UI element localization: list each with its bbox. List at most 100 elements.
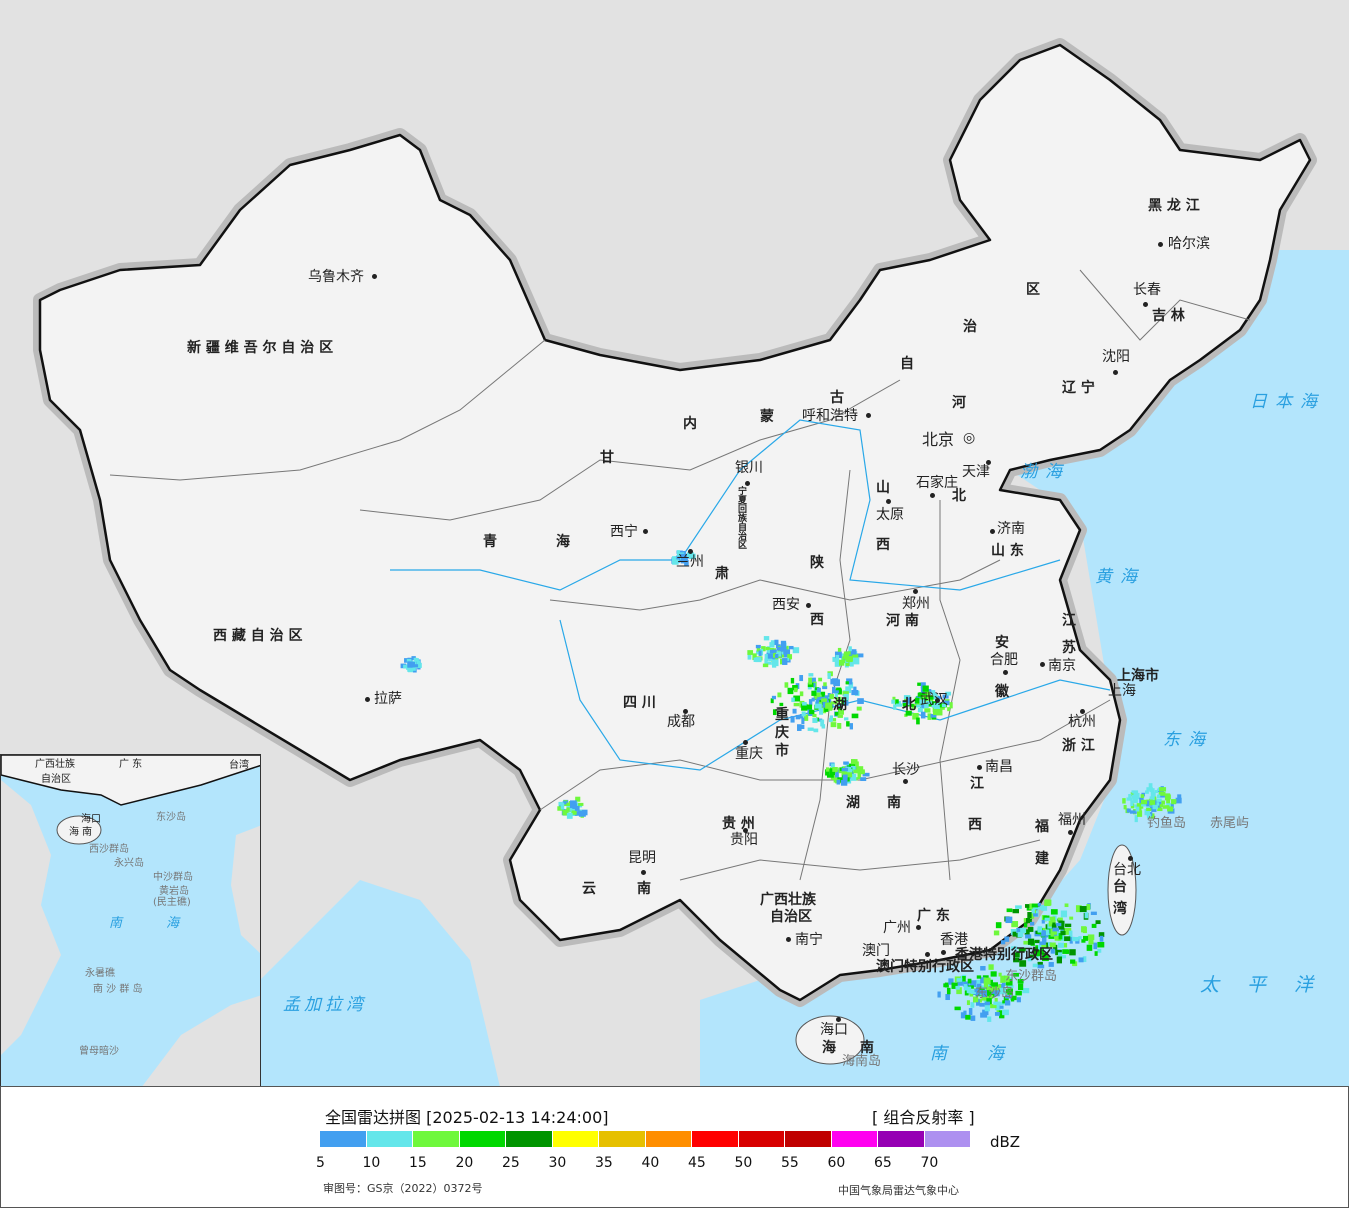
inset-label: 南 海 <box>109 916 200 931</box>
radar-echo <box>1044 917 1051 921</box>
radar-echo <box>752 653 757 661</box>
radar-echo <box>996 1010 1000 1014</box>
radar-echo <box>569 803 576 809</box>
radar-echo <box>688 553 696 560</box>
inset-label: 曾母暗沙 <box>79 1046 119 1057</box>
radar-echo <box>1043 915 1050 920</box>
city-dot <box>365 697 370 702</box>
radar-echo <box>1071 937 1079 942</box>
radar-echo <box>1175 797 1182 804</box>
radar-echo <box>836 687 842 692</box>
radar-echo <box>922 685 929 692</box>
radar-echo <box>747 650 754 655</box>
radar-echo <box>902 702 910 707</box>
radar-echo <box>942 700 950 706</box>
city-dot <box>941 950 946 955</box>
radar-echo <box>676 555 681 560</box>
radar-echo <box>1001 982 1006 986</box>
radar-echo <box>795 714 801 720</box>
radar-echo <box>1030 921 1035 926</box>
radar-echo <box>917 682 923 686</box>
radar-echo <box>835 654 840 662</box>
radar-echo <box>807 685 812 690</box>
radar-echo <box>914 697 920 704</box>
radar-echo <box>1005 916 1013 924</box>
radar-echo <box>1042 954 1049 962</box>
scale-tick: 20 <box>455 1155 474 1171</box>
radar-map[interactable]: 新 疆 维 吾 尔 自 治 区 西 藏 自 治 区 青 海 甘 肃 内 蒙 古 … <box>0 0 1349 1087</box>
radar-echo <box>415 662 422 668</box>
radar-echo <box>803 714 809 721</box>
radar-echo <box>765 661 772 665</box>
radar-echo <box>999 987 1007 995</box>
radar-echo <box>991 982 998 987</box>
radar-echo <box>1042 936 1047 943</box>
radar-echo <box>1018 947 1026 952</box>
radar-echo <box>792 708 797 714</box>
radar-echo <box>916 717 920 725</box>
province-label: 台 <box>1113 879 1127 895</box>
radar-echo <box>1166 797 1171 804</box>
radar-echo <box>827 672 831 680</box>
inset-label: 黄岩岛 <box>159 886 189 897</box>
radar-echo <box>808 677 813 685</box>
province-label: 云 <box>582 881 596 897</box>
radar-echo <box>1041 904 1048 911</box>
radar-echo <box>929 696 934 700</box>
radar-echo <box>979 990 987 995</box>
radar-echo <box>993 1001 1001 1006</box>
city-label: 银川 <box>735 460 763 476</box>
radar-echo <box>1068 930 1073 938</box>
radar-echo <box>984 1004 990 1012</box>
radar-echo <box>1023 923 1028 928</box>
radar-echo <box>567 805 572 810</box>
radar-echo <box>924 708 931 713</box>
radar-echo <box>845 766 852 772</box>
radar-echo <box>793 695 801 702</box>
city-dot <box>903 779 908 784</box>
radar-echo <box>1006 908 1013 913</box>
radar-echo <box>1011 946 1018 950</box>
radar-echo <box>924 691 931 697</box>
radar-echo <box>920 711 926 719</box>
radar-echo <box>962 976 966 982</box>
hainan <box>795 1015 865 1065</box>
city-label: 福州 <box>1058 812 1086 828</box>
radar-echo <box>1031 907 1035 914</box>
radar-echo <box>1166 802 1171 807</box>
radar-echo <box>1027 912 1032 918</box>
radar-echo <box>807 727 814 731</box>
city-label: 拉萨 <box>374 691 402 707</box>
inset-label: 中沙群岛 <box>153 872 193 883</box>
radar-echo <box>813 728 819 733</box>
radar-echo <box>967 978 972 984</box>
city-dot <box>913 589 918 594</box>
radar-echo <box>1032 963 1038 968</box>
city-dot <box>1040 662 1045 667</box>
radar-echo <box>1041 943 1047 948</box>
radar-echo <box>1099 935 1104 942</box>
radar-echo <box>787 654 793 660</box>
radar-echo <box>957 979 963 986</box>
radar-echo <box>994 984 1002 991</box>
radar-echo <box>791 697 795 703</box>
island-label: 东沙群岛 <box>1005 969 1058 984</box>
radar-echo <box>825 702 831 709</box>
radar-echo <box>943 983 947 988</box>
city-label: 成都 <box>667 714 695 730</box>
scale-swatch <box>831 1131 878 1147</box>
province-label: 自治区 <box>770 909 812 925</box>
radar-echo <box>772 709 777 716</box>
radar-echo <box>999 1001 1005 1005</box>
radar-echo <box>816 717 820 722</box>
radar-echo <box>989 986 994 992</box>
province-label: 四 川 <box>623 695 656 711</box>
radar-echo <box>948 978 954 985</box>
city-dot <box>935 698 940 703</box>
province-label: 甘 <box>600 450 614 466</box>
radar-echo <box>403 664 409 669</box>
radar-echo <box>1027 926 1034 932</box>
city-label: 南昌 <box>985 759 1013 775</box>
radar-echo <box>1030 913 1035 919</box>
radar-echo <box>1037 961 1043 968</box>
